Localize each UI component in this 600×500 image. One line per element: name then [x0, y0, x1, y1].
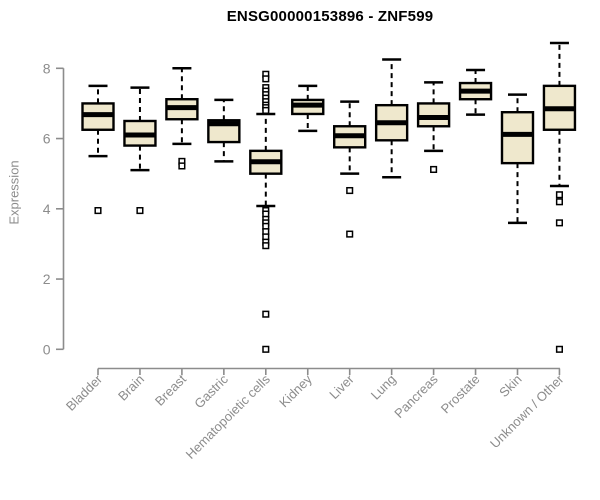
outlier-point: [262, 345, 270, 353]
iqr-box: [500, 111, 535, 165]
box-group-liver: Liver: [326, 100, 367, 402]
x-axis-category-label: Gastric: [191, 371, 231, 411]
outlier-point: [94, 207, 102, 215]
x-axis-category-label: Prostate: [438, 372, 483, 417]
outlier-point: [136, 207, 144, 215]
outlier-point: [555, 219, 564, 227]
x-axis-category-label: Liver: [326, 371, 357, 402]
outlier-point: [555, 198, 564, 206]
x-axis-category-label: Breast: [152, 371, 189, 408]
y-axis-tick-label: 2: [43, 271, 51, 287]
y-axis-tick-label: 6: [43, 131, 51, 147]
y-axis-tick-label: 0: [43, 341, 51, 357]
x-axis-category-label: Bladder: [63, 371, 106, 414]
box-group-breast: Breast: [152, 67, 199, 409]
x-axis-category-label: Kidney: [276, 371, 315, 410]
box-group-gastric: Gastric: [191, 98, 241, 411]
chart-title: ENSG00000153896 - ZNF599: [226, 8, 434, 25]
outlier-point: [262, 75, 270, 83]
box-group-brain: Brain: [115, 86, 157, 404]
box-group-bladder: Bladder: [63, 84, 115, 414]
outlier-point: [430, 165, 438, 174]
x-axis-category-label: Brain: [115, 372, 147, 404]
outlier-point: [262, 310, 270, 318]
y-axis-tick-label: 4: [43, 201, 51, 217]
box-group-lung: Lung: [368, 58, 409, 403]
x-axis-category-label: Lung: [368, 372, 399, 403]
y-axis-tick-label: 8: [43, 60, 51, 76]
outlier-point: [262, 242, 270, 250]
outlier-point: [555, 345, 564, 353]
outlier-point: [178, 162, 186, 170]
outlier-point: [346, 186, 354, 195]
x-axis-category-label: Pancreas: [391, 371, 441, 421]
outlier-point: [346, 230, 354, 238]
box-group-skin: Skin: [496, 93, 535, 400]
outlier-point: [262, 106, 270, 115]
outlier-point: [555, 191, 564, 199]
iqr-box: [416, 102, 451, 128]
box-group-kidney: Kidney: [276, 84, 325, 410]
x-axis-category-label: Unknown / Other: [487, 371, 567, 451]
x-axis-category-label: Skin: [496, 372, 524, 400]
